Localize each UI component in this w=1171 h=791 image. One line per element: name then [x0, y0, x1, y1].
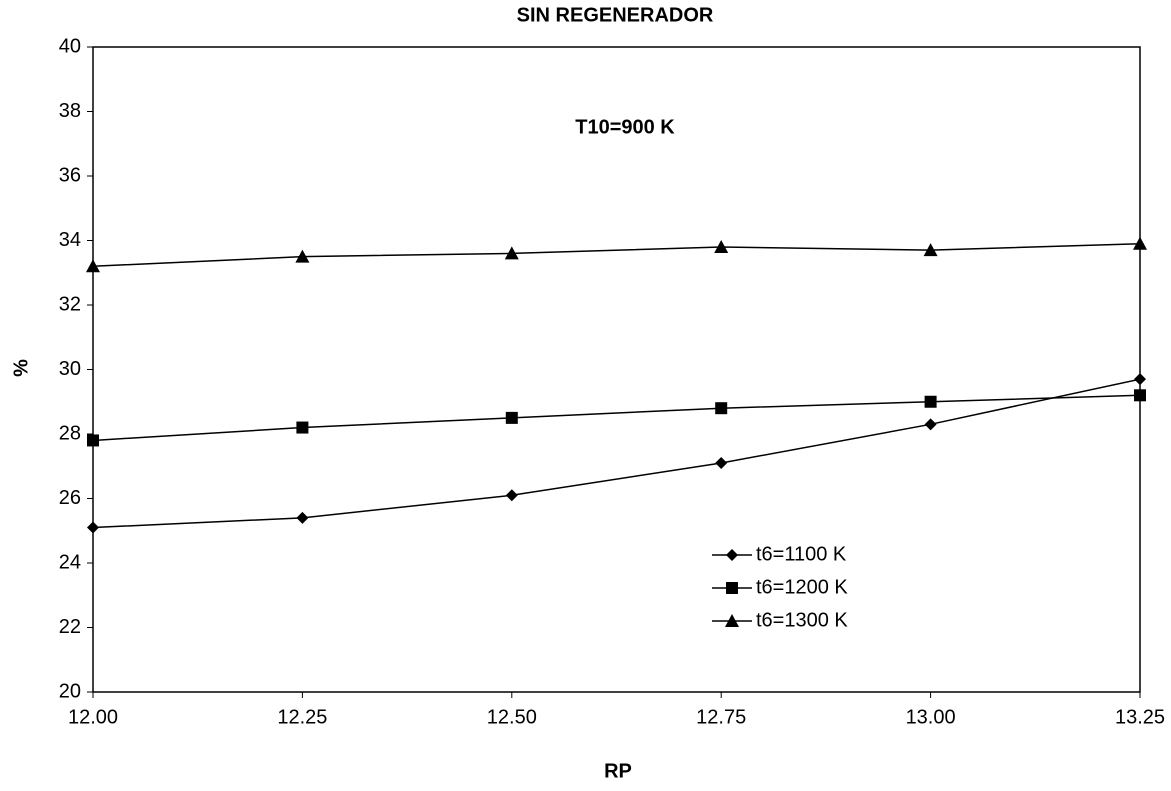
series-line — [92, 394, 1141, 442]
marker — [505, 489, 518, 502]
y-tick-label: 26 — [59, 487, 81, 509]
y-tick-label: 40 — [59, 35, 81, 57]
y-tick-label: 22 — [59, 616, 81, 638]
x-axis-label: RP — [604, 760, 632, 782]
series-line — [92, 242, 1141, 268]
x-tick-label: 12.00 — [68, 706, 118, 728]
annotation: T10=900 K — [575, 116, 675, 138]
marker — [505, 411, 518, 424]
marker — [1134, 373, 1146, 386]
marker — [924, 418, 937, 431]
marker — [296, 511, 309, 524]
series-line — [92, 378, 1141, 529]
marker — [715, 402, 728, 415]
y-tick-label: 20 — [59, 680, 81, 702]
marker — [295, 249, 310, 263]
y-tick-label: 28 — [59, 422, 81, 444]
marker — [504, 246, 519, 260]
marker — [725, 614, 739, 627]
x-tick-label: 12.75 — [696, 706, 746, 728]
y-tick-label: 24 — [59, 551, 81, 573]
y-tick-label: 32 — [59, 293, 81, 315]
marker — [1133, 236, 1147, 250]
legend-label: t6=1100 K — [756, 543, 847, 565]
marker — [923, 243, 938, 257]
y-tick-label: 36 — [59, 164, 81, 186]
legend-label: t6=1200 K — [756, 576, 848, 598]
marker — [86, 259, 100, 273]
x-tick-label: 12.50 — [487, 706, 537, 728]
marker — [87, 434, 99, 447]
x-tick-label: 13.25 — [1115, 706, 1165, 728]
marker — [87, 521, 99, 534]
marker — [714, 239, 729, 253]
x-tick-label: 13.00 — [906, 706, 956, 728]
y-tick-label: 34 — [59, 229, 81, 251]
x-tick-label: 12.25 — [277, 706, 327, 728]
y-axis-label: % — [10, 359, 32, 377]
chart-title: SIN REGENERADOR — [517, 4, 714, 26]
marker — [1134, 389, 1146, 402]
legend-label: t6=1300 K — [756, 609, 848, 631]
marker — [924, 395, 937, 408]
plot-area — [92, 46, 1141, 693]
marker — [726, 582, 738, 594]
y-tick-label: 30 — [59, 358, 81, 380]
marker — [296, 421, 309, 434]
y-tick-label: 38 — [59, 100, 81, 122]
marker — [726, 549, 738, 561]
marker — [715, 457, 728, 470]
